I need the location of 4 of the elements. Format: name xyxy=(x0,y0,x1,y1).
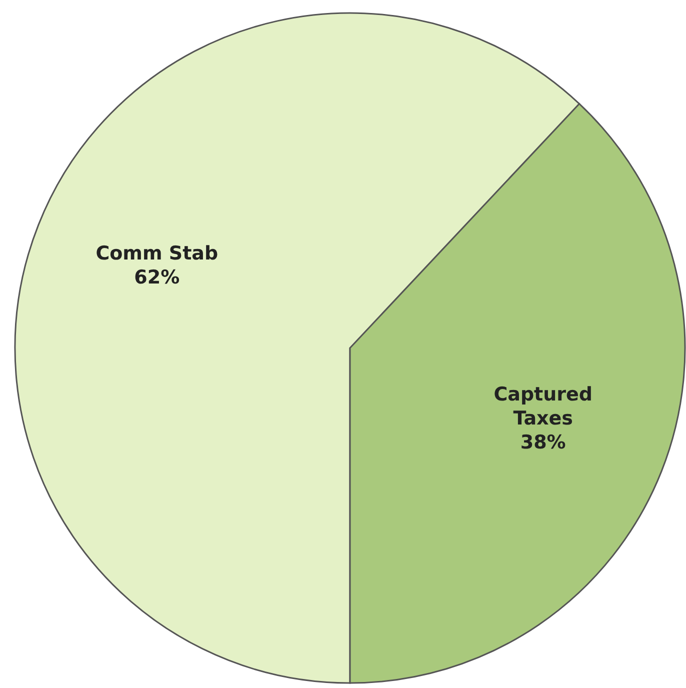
slice-label: Captured Taxes xyxy=(494,383,593,430)
slice-label: Comm Stab xyxy=(96,242,218,265)
data-label: 38% xyxy=(520,431,566,454)
data-label: 62% xyxy=(134,266,180,289)
